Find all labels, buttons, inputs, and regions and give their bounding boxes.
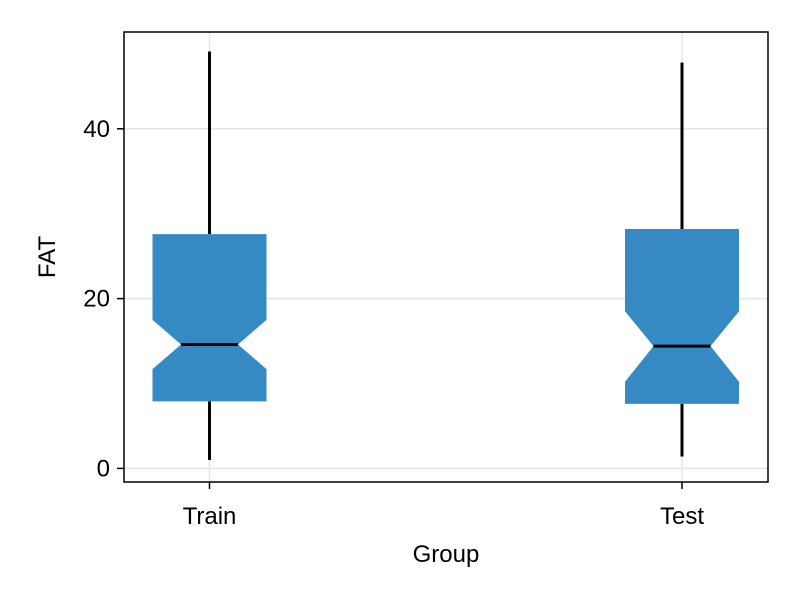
box-train bbox=[152, 51, 267, 460]
x-axis-label: Group bbox=[413, 541, 480, 568]
y-tick-label: 40 bbox=[83, 116, 110, 143]
notched-box bbox=[625, 228, 739, 404]
plot-frame bbox=[123, 31, 769, 483]
notched-box bbox=[152, 234, 267, 402]
y-axis-label: FAT bbox=[34, 236, 61, 279]
x-tick-label: Train bbox=[183, 503, 237, 530]
y-tick-label: 0 bbox=[97, 455, 110, 482]
ticks: 0 20 40 Train Test bbox=[83, 116, 704, 530]
y-tick-label: 20 bbox=[83, 286, 110, 313]
box-test bbox=[625, 62, 739, 457]
x-tick-label: Test bbox=[660, 503, 704, 530]
boxes bbox=[152, 51, 739, 460]
